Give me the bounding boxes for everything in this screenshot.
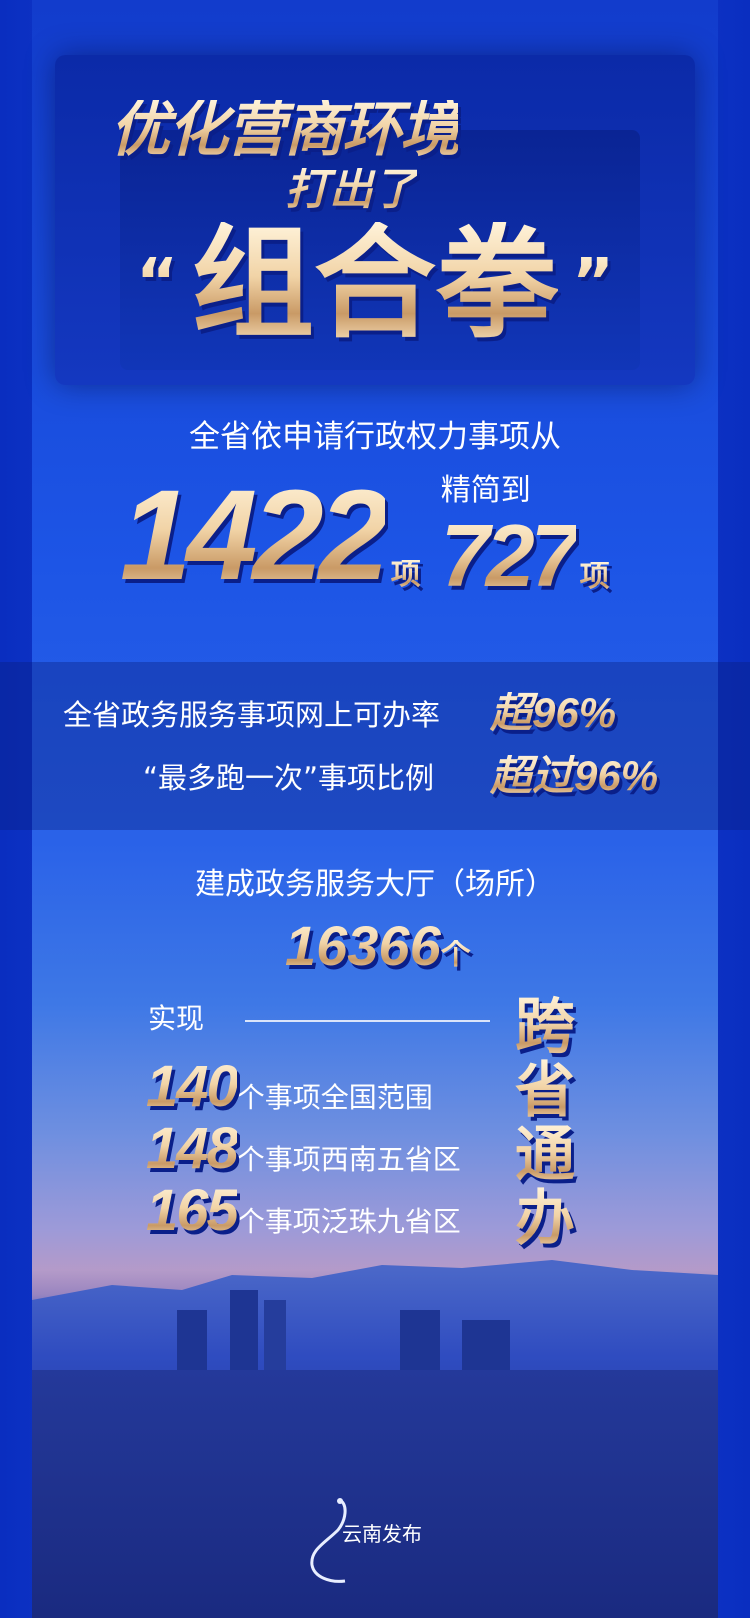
stat3-value: 16366	[285, 914, 441, 977]
quote-close: ”	[572, 246, 615, 320]
stat4-item: 140 个事项全国范围	[146, 1058, 433, 1116]
item-value: 165	[146, 1178, 239, 1243]
title-main: 组合拳	[192, 211, 558, 355]
stat4-vertical: 跨 省 通 办	[515, 995, 585, 1251]
vertical-char: 省	[515, 1059, 585, 1123]
stat1-reduced-group: 精简到 727 项	[441, 476, 610, 600]
stat4-intro: 实现	[148, 1002, 205, 1035]
title-main-row: “ 组合拳 ”	[0, 222, 750, 344]
stat1-reduce: 精简到	[440, 473, 531, 508]
item-text: 个事项全国范围	[236, 1081, 433, 1114]
vertical-char: 办	[515, 1187, 585, 1251]
city-skyline	[32, 1270, 718, 1618]
stat1-intro: 全省依申请行政权力事项从	[189, 419, 561, 455]
stat1-unit2: 项	[579, 559, 610, 594]
stat4-item: 165 个事项泛珠九省区	[146, 1182, 461, 1240]
stat2-line2-value: 超过96%	[490, 752, 659, 799]
title-line2: 打出了	[285, 164, 417, 215]
item-text: 个事项泛珠九省区	[236, 1205, 461, 1238]
stat2-line2-text: “最多跑一次”事项比例	[143, 761, 435, 795]
item-value: 148	[146, 1116, 239, 1181]
title-frame-inner	[120, 130, 640, 370]
stat3-unit: 个	[440, 937, 471, 972]
stat1-to: 727	[440, 506, 580, 605]
stat1-unit1: 项	[390, 557, 421, 592]
stat4-item: 148 个事项西南五省区	[146, 1120, 461, 1178]
stat1-row: 1422 项 精简到 727 项	[120, 472, 610, 600]
stat2-band	[0, 662, 750, 830]
vertical-char: 跨	[515, 995, 585, 1059]
item-text: 个事项西南五省区	[236, 1143, 461, 1176]
stat2-line1-text: 全省政务服务事项网上可办率	[63, 698, 441, 732]
stat2-line1-value: 超96%	[490, 689, 617, 736]
stat1-from: 1422	[120, 464, 390, 607]
item-value: 140	[146, 1054, 239, 1119]
logo-text: 云南发布	[342, 1522, 422, 1546]
peacock-icon	[310, 1498, 347, 1583]
stat3-intro: 建成政务服务大厅（场所）	[195, 867, 555, 902]
quote-open: “	[135, 246, 178, 320]
title-line1: 优化营商环境	[110, 95, 460, 165]
divider-line	[245, 1020, 490, 1022]
stat1-to-group: 727 项	[441, 512, 610, 600]
stat3-value-group: 16366 个	[285, 918, 471, 974]
vertical-char: 通	[515, 1123, 585, 1187]
